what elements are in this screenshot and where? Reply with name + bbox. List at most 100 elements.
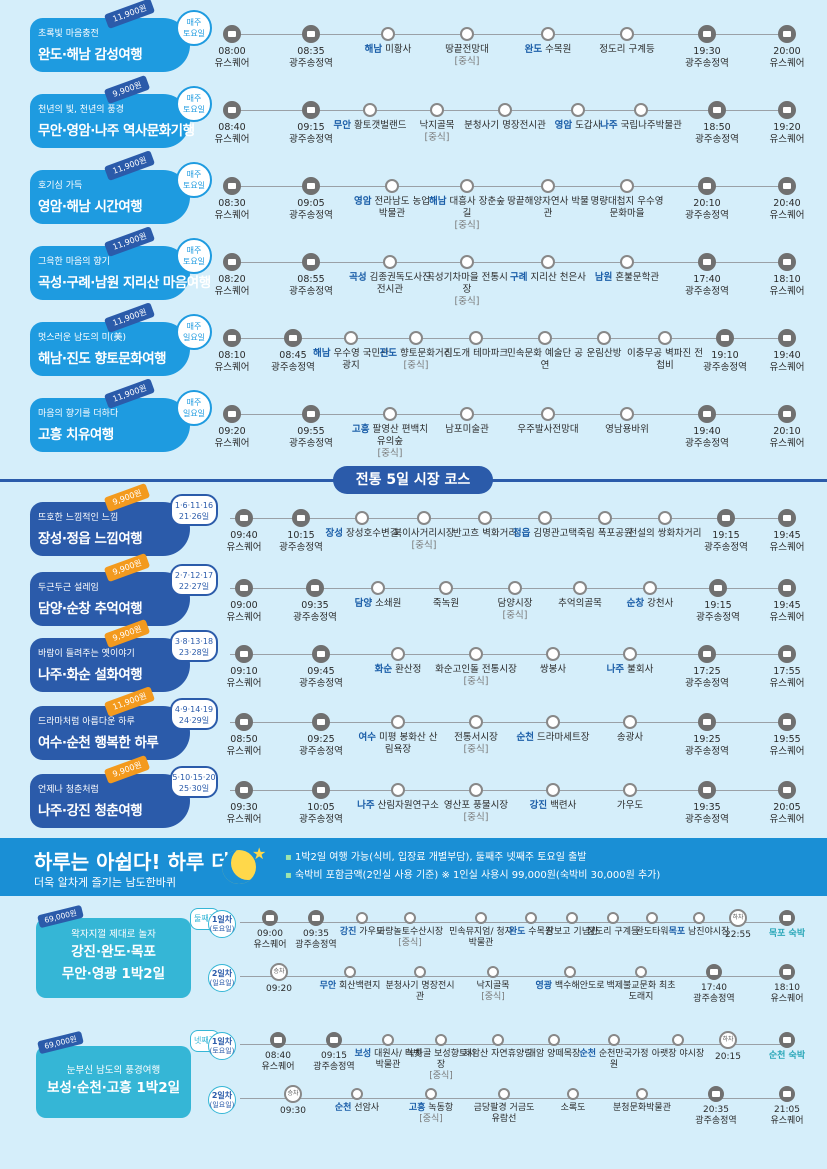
route-stop[interactable]: 이충무공 벽파진 전첩비 [623,318,707,372]
route-stop[interactable]: 09:55 광주송정역 [269,394,353,450]
route-stop[interactable]: 영암 도갑사 [536,90,620,132]
route-stop[interactable]: 영산포 풍물시장 [중식] [434,770,518,824]
route-stop[interactable]: 08:55 광주송정역 [269,242,353,298]
route-stop[interactable]: 나주 불회사 [588,634,672,676]
route-stop[interactable]: 해남 대흥사 장춘숲길 [중식] [425,166,509,232]
route-stop[interactable]: 19:15 광주송정역 [684,498,768,554]
overnight-stop[interactable]: 백제불교문화 최초도래지 [606,962,676,1003]
route-stop[interactable]: 완도 수목원 [506,14,590,56]
overnight-stop[interactable]: 강진 가우도 [327,908,397,938]
route-stop[interactable]: 담양 소쇄원 [336,568,420,610]
route-stop[interactable]: 담양시장 [중식] [473,568,557,622]
route-stop[interactable]: 여수 미평 봉화산 산림욕장 [356,702,440,756]
route-stop[interactable]: 민속문화 예술단 공연 [503,318,587,372]
route-stop[interactable]: 구례 지리산 천은사 [506,242,590,284]
route-stop[interactable]: 고흥 팔영산 편백치유의숲 [중식] [348,394,432,460]
route-stop[interactable]: 09:45 광주송정역 [279,634,363,690]
route-stop[interactable]: 영암 전라남도 농업박물관 [350,166,434,220]
overnight-stop[interactable]: 하차 22:55 [703,908,773,941]
overnight-stop[interactable]: 순천 숙박 [752,1030,822,1062]
route-stop[interactable]: 08:20 유스퀘어 [190,242,274,298]
route-stop[interactable]: 강진 백련사 [511,770,595,812]
route-stop[interactable]: 전설의 쌍화차거리 [623,498,707,540]
route-stop[interactable]: 명량대첩지 우수영 문화마을 [585,166,669,220]
route-stop[interactable]: 08:45 광주송정역 [251,318,335,374]
route-stop[interactable]: 09:00 유스퀘어 [202,568,286,624]
route-stop[interactable]: 19:35 광주송정역 [665,770,749,826]
route-stop[interactable]: 낙지골목 [중식] [395,90,479,144]
route-stop[interactable]: 20:40 유스퀘어 [745,166,827,222]
route-stop[interactable]: 18:10 유스퀘어 [745,242,827,298]
overnight-stop[interactable]: 분청문화박물관 [607,1084,677,1114]
route-stop[interactable]: 09:20 유스퀘어 [190,394,274,450]
route-card[interactable]: 언제나 청춘처럼 나주·강진 청춘여행 [30,774,190,828]
route-stop[interactable]: 운림산방 [562,318,646,360]
route-stop[interactable]: 19:20 유스퀘어 [745,90,827,146]
overnight-stop[interactable]: 목포 숙박 [752,908,822,940]
route-stop[interactable]: 09:10 유스퀘어 [202,634,286,690]
overnight-stop[interactable]: 목포 남진야시장 [664,908,734,938]
route-stop[interactable]: 09:40 유스퀘어 [202,498,286,554]
overnight-stop[interactable]: 순천 선암사 [322,1084,392,1114]
route-stop[interactable]: 08:40 유스퀘어 [190,90,274,146]
overnight-stop[interactable]: 장보고 기념관 [537,908,607,938]
route-stop[interactable]: 19:40 광주송정역 [665,394,749,450]
route-stop[interactable]: 나주 산림자원연구소 [356,770,440,812]
route-stop[interactable]: 추억의골목 [538,568,622,610]
overnight-stop[interactable]: 완도 수목원 [496,908,566,938]
overnight-stop[interactable]: 고흥 녹동항 [중식] [396,1084,466,1125]
route-stop[interactable]: 20:00 유스퀘어 [745,14,827,70]
route-stop[interactable]: 진도개 테마파크 [434,318,518,360]
overnight-stop[interactable]: 정도리 구계등 [578,908,648,938]
overnight-stop[interactable]: 민속뮤지엄/ 청자박물관 [446,908,516,949]
overnight-card[interactable]: 왁자지껄 제대로 놀자 강진·완도·목포 무안·영광 1박2일 [36,918,191,998]
route-stop[interactable]: 17:40 광주송정역 [665,242,749,298]
route-stop[interactable]: 죽녹원 [404,568,488,610]
route-stop[interactable]: 영남용바위 [585,394,669,436]
route-stop[interactable]: 19:40 유스퀘어 [745,318,827,374]
overnight-stop[interactable]: 17:40 광주송정역 [679,962,749,1005]
overnight-stop[interactable]: 녹차골 보성향토시장 [중식] [406,1030,476,1082]
route-stop[interactable]: 20:05 유스퀘어 [745,770,827,826]
route-stop[interactable]: 나주 국립나주박물관 [599,90,683,132]
route-stop[interactable]: 반고흐 벽화거리 [443,498,527,540]
route-stop[interactable]: 화순 환산정 [356,634,440,676]
overnight-stop[interactable]: 아랫장 야시장 [643,1030,713,1060]
route-stop[interactable]: 곡성 김종권독도사진 전시관 [348,242,432,296]
route-stop[interactable]: 분청사기 명장전시관 [463,90,547,132]
overnight-stop[interactable]: 분청사기 명장전시관 [385,962,455,1003]
route-stop[interactable]: 18:50 광주송정역 [675,90,759,146]
route-stop[interactable]: 정읍 김명관고택 [503,498,587,540]
overnight-stop[interactable]: 승차 09:30 [258,1084,328,1117]
overnight-stop[interactable]: 보성 대원사/ 티벳박물관 [353,1030,423,1071]
route-stop[interactable]: 가우도 [588,770,672,812]
overnight-stop[interactable]: 20:35 광주송정역 [681,1084,751,1127]
route-stop[interactable]: 09:35 광주송정역 [273,568,357,624]
route-stop[interactable]: 08:10 유스퀘어 [190,318,274,374]
route-stop[interactable]: 17:25 광주송정역 [665,634,749,690]
overnight-stop[interactable]: 제암산 자연휴양림 [463,1030,533,1060]
overnight-stop[interactable]: 하차 20:15 [693,1030,763,1063]
overnight-stop[interactable]: 완도타워 [617,908,687,938]
route-stop[interactable]: 17:55 유스퀘어 [745,634,827,690]
route-card[interactable]: 천년의 빛, 천년의 풍경 무안·영암·나주 역사문화기행 [30,94,195,148]
route-stop[interactable]: 전통서시장 [중식] [434,702,518,756]
route-stop[interactable]: 땅끝해양자연사 박물관 [506,166,590,220]
route-stop[interactable]: 19:45 유스퀘어 [745,498,827,554]
overnight-stop[interactable]: 영광 백수해안도로 [535,962,605,992]
overnight-stop[interactable]: 낙지골목 [중식] [458,962,528,1003]
route-stop[interactable]: 북이사거리시장 [중식] [382,498,466,552]
route-stop[interactable]: 19:55 유스퀘어 [745,702,827,758]
route-stop[interactable]: 곡성기차마을 전통시장 [중식] [425,242,509,308]
overnight-stop[interactable]: 무안 회산백련지 [315,962,385,992]
route-stop[interactable]: 해남 우수영 국민관광지 [309,318,393,372]
route-stop[interactable]: 08:30 유스퀘어 [190,166,274,222]
route-stop[interactable]: 20:10 유스퀘어 [745,394,827,450]
route-stop[interactable]: 10:05 광주송정역 [279,770,363,826]
overnight-stop[interactable]: 08:40 유스퀘어 [243,1030,313,1073]
route-stop[interactable]: 순천 드라마세트장 [511,702,595,744]
route-stop[interactable]: 순창 강천사 [608,568,692,610]
route-card[interactable]: 드라마처럼 아름다운 하루 여수·순천 행복한 하루 [30,706,190,760]
overnight-stop[interactable]: 순천 순천만국가정원 [579,1030,649,1071]
overnight-stop[interactable]: 09:00 유스퀘어 [235,908,305,951]
